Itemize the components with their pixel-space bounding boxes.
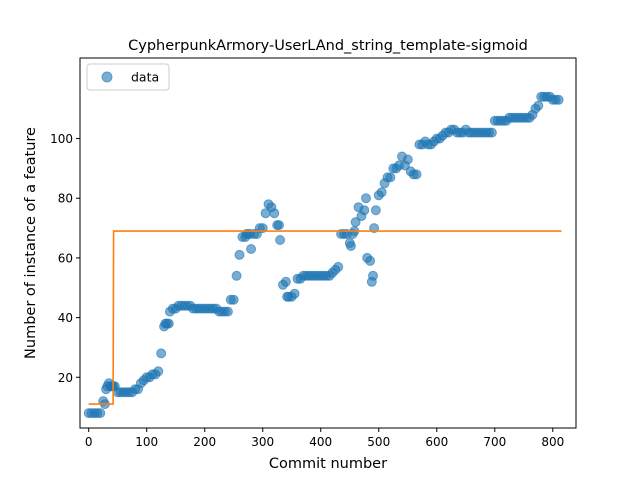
data-point	[153, 366, 164, 377]
data-point	[359, 205, 370, 216]
legend-frame	[86, 63, 170, 91]
x-tick-label: 800	[541, 435, 564, 449]
data-point	[411, 169, 422, 180]
data-point	[163, 318, 174, 329]
data-point	[553, 94, 564, 105]
x-tick-label: 100	[135, 435, 158, 449]
y-axis-label: Number of instance of a feature	[23, 127, 39, 359]
data-point	[289, 288, 300, 299]
y-tick-label: 20	[58, 371, 73, 385]
x-tick-label: 500	[367, 435, 390, 449]
data-point	[274, 220, 284, 231]
y-tick-label: 80	[58, 192, 73, 206]
x-tick-label: 200	[193, 435, 216, 449]
axes-frame	[79, 57, 577, 429]
y-axis: 20 40 60 80 100	[50, 132, 80, 385]
data-point	[156, 348, 167, 359]
data-point	[365, 255, 376, 266]
x-tick-label: 600	[425, 435, 448, 449]
data-point	[533, 100, 544, 111]
data-point	[275, 235, 286, 245]
data-point	[280, 276, 291, 287]
plot-area	[83, 91, 564, 419]
y-tick-label: 40	[58, 311, 73, 325]
y-tick-label: 100	[50, 132, 73, 146]
x-tick-label: 700	[483, 435, 506, 449]
x-axis-label: Commit number	[269, 456, 387, 472]
data-point	[376, 187, 387, 198]
data-point	[222, 306, 233, 317]
data-point	[228, 294, 239, 305]
legend: data	[86, 63, 170, 91]
data-point	[370, 205, 381, 216]
data-point	[231, 270, 242, 281]
data-point	[350, 217, 361, 228]
chart-title: CypherpunkArmory-UserLAnd_string_templat…	[128, 38, 528, 54]
data-point	[333, 261, 344, 272]
data-point	[385, 172, 396, 183]
data-point	[95, 408, 106, 419]
x-tick-label: 400	[309, 435, 332, 449]
data-point	[234, 249, 245, 260]
fit-line	[88, 230, 562, 405]
data-point	[368, 270, 378, 281]
y-tick-label: 60	[58, 251, 73, 265]
data-point	[246, 244, 257, 254]
x-tick-label: 300	[251, 435, 274, 449]
data-point	[269, 208, 280, 219]
data-point	[402, 154, 413, 165]
data-point	[361, 193, 371, 204]
data-point	[345, 241, 356, 251]
data-point	[486, 127, 497, 138]
x-axis: 0 100 200 300 400 500 600 700 800	[85, 428, 564, 449]
legend-label-data: data	[131, 70, 159, 85]
legend-marker-data	[101, 71, 113, 83]
x-tick-label: 0	[85, 435, 93, 449]
